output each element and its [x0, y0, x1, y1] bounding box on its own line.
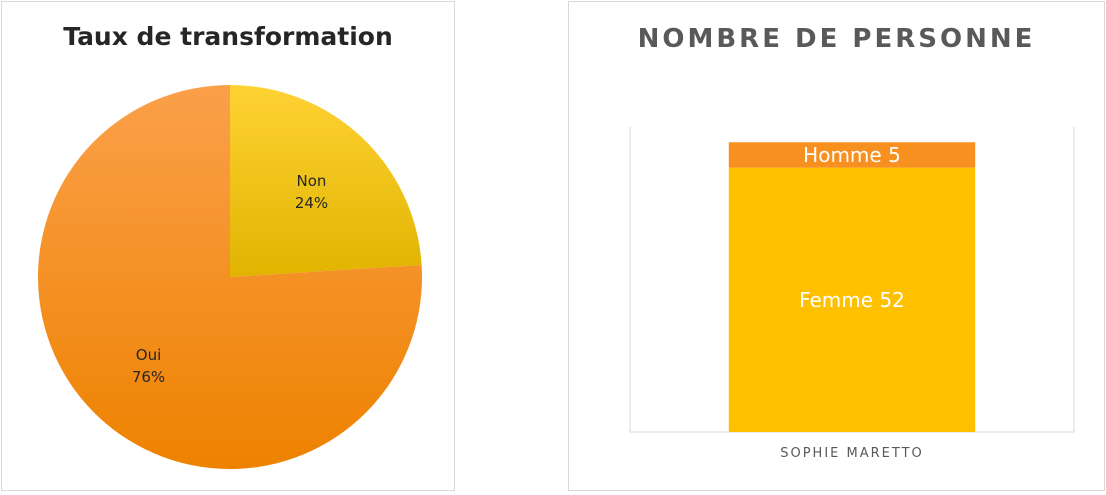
pie-slice-non-percent: 24% — [295, 194, 328, 212]
pie-chart: Non 24% Oui 76% — [38, 85, 422, 470]
pie-slice-oui-percent: 76% — [132, 368, 165, 386]
bar-chart-panel: NOMBRE DE PERSONNE Femme 52 Homme 5 SOPHIE… — [568, 1, 1105, 491]
x-tick-label: SOPHIE MARETTO — [780, 446, 924, 461]
bar-segment-homme-label: Homme 5 — [803, 143, 901, 167]
pie-slice-oui-label: Oui — [136, 346, 161, 364]
pie-chart-title: Taux de transformation — [63, 22, 393, 51]
pie-slice-non-label: Non — [297, 172, 327, 190]
bar-segment-femme-label: Femme 52 — [799, 288, 905, 312]
bar-chart-title: NOMBRE DE PERSONNE — [637, 24, 1036, 54]
pie-chart-panel: Taux de transformation Non 24% Oui 76% — [1, 1, 455, 491]
bar-segment-homme — [728, 142, 976, 168]
bar-segment-femme — [728, 167, 976, 432]
pie-slice-non — [230, 85, 422, 277]
pie-slice-oui — [38, 85, 422, 470]
bar-chart: Femme 52 Homme 5 SOPHIE MARETTO — [629, 127, 1075, 461]
